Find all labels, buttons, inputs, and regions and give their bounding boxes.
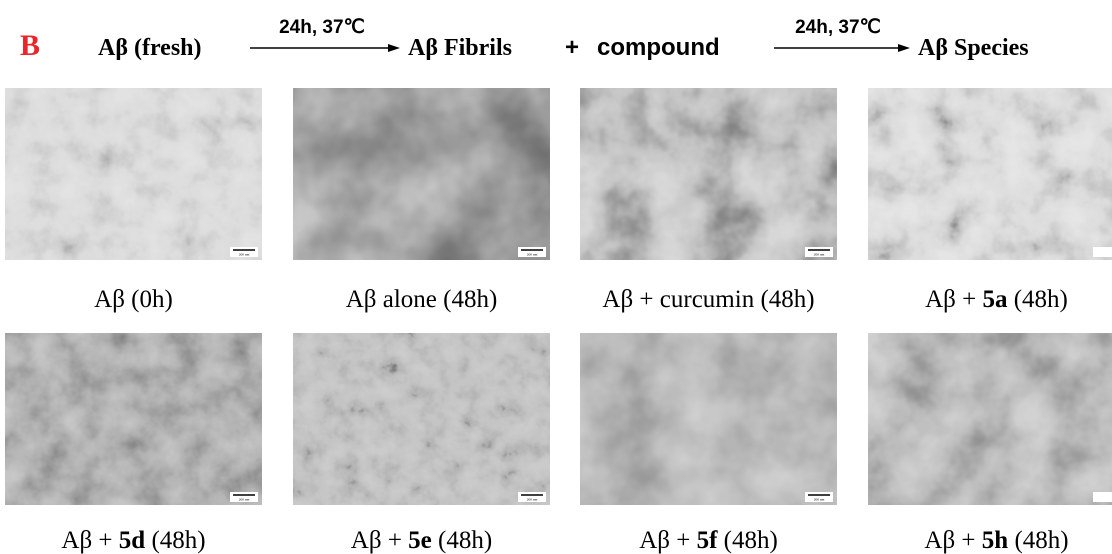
panel-label: B <box>20 29 40 62</box>
condition: 24h, 37℃ <box>279 17 365 38</box>
caption-pre: Aβ + <box>351 527 408 554</box>
intermediate: Aβ Fibrils <box>408 35 512 61</box>
reactant: Aβ (fresh) <box>98 35 202 61</box>
condition: 24h, 37℃ <box>795 17 881 38</box>
caption-pre: Aβ alone (48h) <box>346 286 498 313</box>
product: Aβ Species <box>918 35 1029 61</box>
compound: compound <box>597 34 720 61</box>
arrowhead <box>898 44 910 52</box>
tem-image <box>293 88 550 260</box>
scale-bar-label: 200 nm <box>527 498 538 502</box>
tem-panel <box>868 88 1112 260</box>
caption-pre: Aβ + <box>925 286 982 313</box>
tem-image <box>5 333 262 505</box>
tem-image <box>293 333 550 505</box>
tem-panel: 200 nm <box>5 88 262 260</box>
caption-pre: Aβ (0h) <box>94 286 173 313</box>
tem-panel <box>868 333 1112 505</box>
scale-bar-box <box>1093 247 1112 257</box>
tem-image <box>868 333 1112 505</box>
tem-panel: 200 nm <box>293 88 550 260</box>
caption-bold: 5e <box>408 527 432 554</box>
caption: Aβ alone (48h) <box>346 286 498 313</box>
caption-pre: Aβ + <box>639 527 696 554</box>
header: B Aβ (fresh) 24h, 37℃ Aβ Fibrils + compo… <box>20 17 1029 62</box>
caption-post: (48h) <box>717 527 777 554</box>
tem-image <box>868 88 1112 260</box>
scale-bar-label: 200 nm <box>239 253 250 257</box>
caption-bold: 5f <box>697 527 719 554</box>
caption-bold: 5d <box>119 527 146 554</box>
caption-post: (48h) <box>1008 527 1068 554</box>
caption: Aβ + curcumin (48h) <box>602 286 814 313</box>
tem-image <box>580 88 837 260</box>
caption-bold: 5h <box>982 527 1009 554</box>
figure: B Aβ (fresh) 24h, 37℃ Aβ Fibrils + compo… <box>0 0 1112 554</box>
caption: Aβ + 5d (48h) <box>61 527 205 554</box>
scale-bar-box <box>1093 492 1112 502</box>
tem-panel: 200 nm <box>580 88 837 260</box>
caption: Aβ + 5a (48h) <box>925 286 1068 313</box>
caption-pre: Aβ + <box>924 527 981 554</box>
arrowhead <box>388 44 400 52</box>
caption-pre: Aβ + curcumin (48h) <box>602 286 814 313</box>
tem-image <box>5 88 262 260</box>
caption-post: (48h) <box>145 527 205 554</box>
caption-bold: 5a <box>982 286 1008 313</box>
caption-pre: Aβ + <box>61 527 118 554</box>
caption-post: (48h) <box>1007 286 1067 313</box>
caption-post: (48h) <box>432 527 492 554</box>
tem-image <box>580 333 837 505</box>
caption: Aβ (0h) <box>94 286 173 313</box>
tem-panel: 200 nm <box>293 333 550 505</box>
scale-bar-label: 200 nm <box>527 253 538 257</box>
scale-bar-label: 200 nm <box>814 253 825 257</box>
tem-panel: 200 nm <box>5 333 262 505</box>
plus: + <box>565 34 579 61</box>
scale-bar-label: 200 nm <box>814 498 825 502</box>
caption: Aβ + 5h (48h) <box>924 527 1068 554</box>
tem-panel: 200 nm <box>580 333 837 505</box>
scale-bar-label: 200 nm <box>239 498 250 502</box>
caption: Aβ + 5f (48h) <box>639 527 778 554</box>
caption: Aβ + 5e (48h) <box>351 527 492 554</box>
